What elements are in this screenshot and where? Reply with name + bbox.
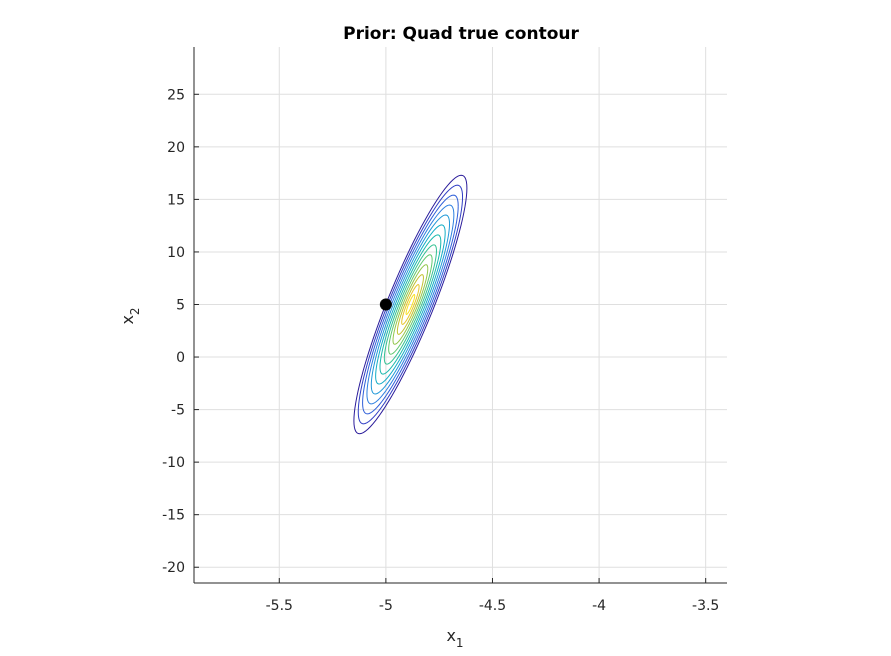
- y-tick-labels: 25 20 15 10 5 0 -5 -10 -15 -20: [162, 87, 185, 576]
- chart-title: Prior: Quad true contour: [343, 24, 579, 44]
- true-point-marker: [379, 298, 392, 311]
- y-tick-label: -15: [162, 508, 185, 524]
- y-tick-label: 0: [176, 350, 185, 366]
- contour-level: [370, 214, 451, 395]
- contour-level: [379, 234, 442, 375]
- contour-level: [353, 174, 468, 435]
- contour-level: [401, 284, 420, 325]
- contour-level: [392, 264, 429, 345]
- grid-lines: [194, 47, 727, 583]
- contour-level: [357, 184, 464, 425]
- y-axis-label: x2: [118, 307, 142, 324]
- y-tick-label: -20: [162, 560, 185, 576]
- x-tick-label: -3.5: [692, 598, 719, 614]
- true-point-asterisk: [379, 298, 392, 311]
- x-tick-label: -5: [379, 598, 393, 614]
- contour-level: [362, 194, 459, 415]
- contour-level: [405, 294, 416, 315]
- x-tick-label: -4: [592, 598, 606, 614]
- x-tick-labels: -5.5 -5 -4.5 -4 -3.5: [266, 598, 720, 614]
- y-tick-label: 5: [176, 297, 185, 313]
- contour-level: [388, 254, 433, 355]
- axes: [193, 47, 727, 584]
- y-tick-label: 10: [167, 245, 185, 261]
- y-tick-label: -5: [171, 403, 185, 419]
- y-tick-label: 25: [167, 87, 185, 103]
- x-tick-label: -5.5: [266, 598, 293, 614]
- contour-level: [366, 204, 455, 405]
- contour-level: [396, 274, 424, 335]
- contour-level: [375, 224, 446, 385]
- y-tick-label: -10: [162, 455, 185, 471]
- y-tick-label: 20: [167, 140, 185, 156]
- contour-level: [383, 244, 437, 365]
- x-tick-label: -4.5: [479, 598, 506, 614]
- contour-lines: [353, 174, 468, 435]
- y-tick-label: 15: [167, 192, 185, 208]
- x-axis-label: x1: [446, 626, 463, 650]
